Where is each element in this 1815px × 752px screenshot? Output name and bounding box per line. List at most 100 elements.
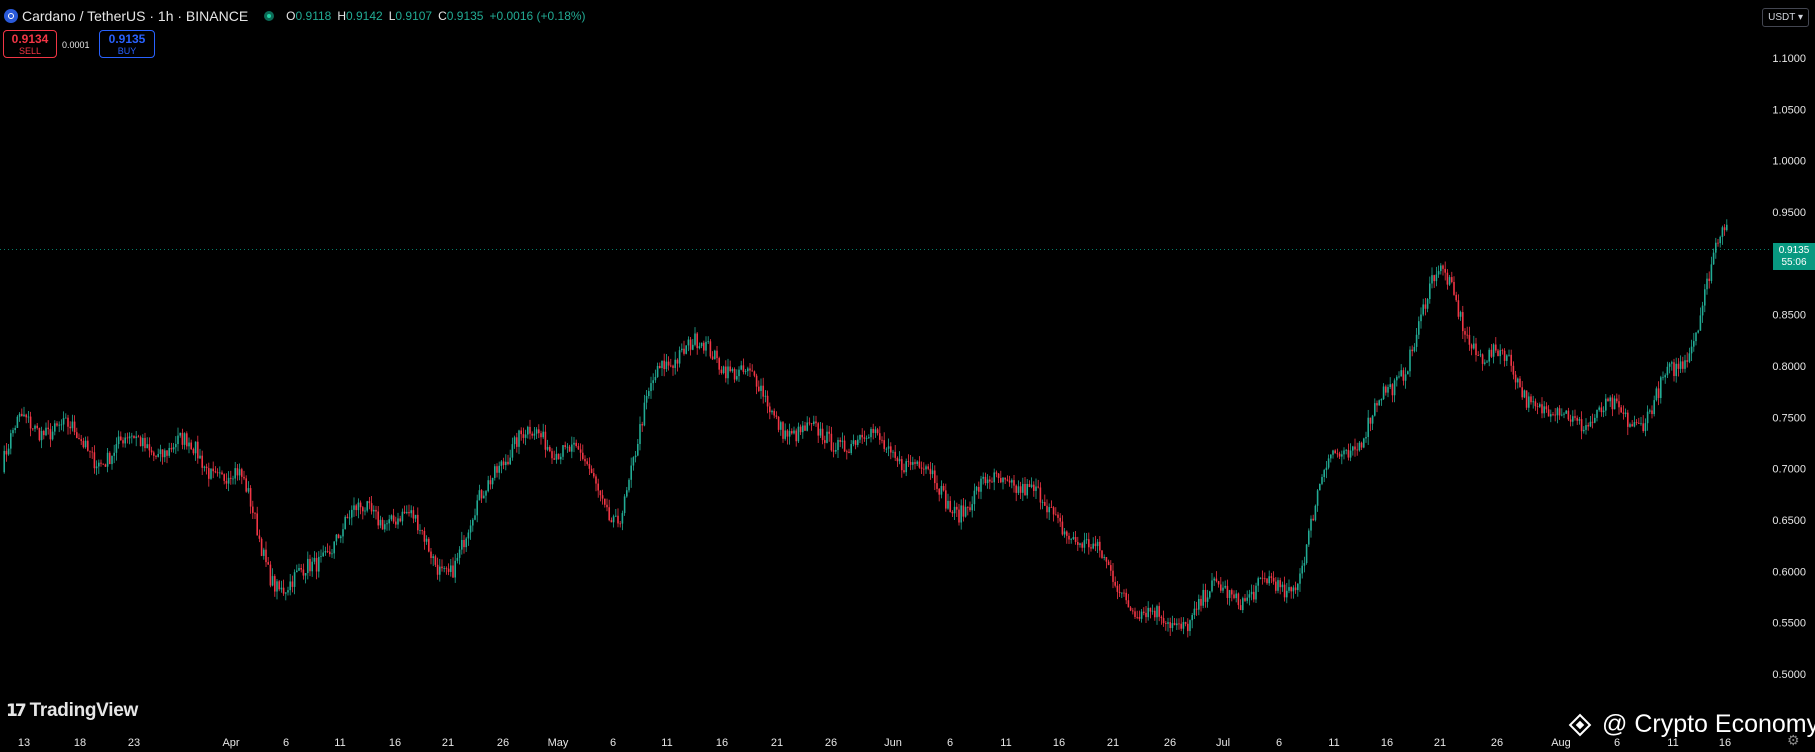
candle-body [1479,354,1482,356]
candle-body [1710,264,1713,281]
candle-body [1310,518,1312,531]
buy-label: BUY [117,46,137,56]
candle-body [179,432,181,436]
candle-body [1407,371,1409,375]
candle-body [1316,490,1319,506]
candle-body [1004,477,1006,480]
candle-body [454,560,456,578]
candle-body [324,551,327,553]
candle-body [100,462,102,464]
candle-body [1547,409,1550,417]
candle-body [269,564,272,586]
x-tick-label: 11 [334,737,345,749]
candle-body [1620,407,1622,413]
candle-body [791,431,793,434]
candle-body [89,450,91,452]
candle-body [1624,412,1627,414]
candle-body [474,515,476,520]
candle-body [1209,591,1211,598]
candle-body [452,565,454,578]
candle-body [1248,594,1251,598]
candle-body [1539,404,1541,407]
candle-body [1369,417,1372,424]
currency-selector[interactable]: USDT ▾ [1762,8,1809,27]
candle-body [612,516,615,523]
candle-body [483,495,485,499]
candle-body [969,507,971,511]
candle-body [150,450,153,453]
candle-body [1261,577,1264,579]
candle-body [1699,315,1702,331]
candle-body [1510,354,1512,366]
candle-body [687,339,690,346]
candle-body [494,466,496,478]
buy-button[interactable]: 0.9135 BUY [99,30,155,58]
y-tick-label: 0.5500 [1772,618,1806,630]
candle-body [879,433,881,440]
candle-body [1187,623,1189,632]
candle-body [1719,236,1721,244]
candle-body [1191,615,1193,621]
candle-body [1572,416,1574,422]
candle-body [168,447,170,456]
candle-body [764,395,767,397]
candle-body [364,510,366,512]
candle-body [852,440,855,444]
candle-body [287,590,289,593]
candle-body [1068,535,1070,540]
y-tick-label: 0.8000 [1772,361,1806,373]
candle-body [1081,543,1083,548]
candle-body [896,457,899,462]
candle-body [34,425,36,429]
candle-body [788,431,791,437]
candle-body [630,465,632,480]
candle-body [729,366,731,372]
candle-body [868,437,870,439]
candle-body [1046,505,1048,513]
tradingview-logo[interactable]: 𝟭𝟳 TradingView [6,700,138,722]
candle-body [252,506,254,513]
candle-body [421,530,423,531]
candle-body [131,435,133,437]
candle-body [1684,360,1686,369]
candle-body [12,430,14,434]
sell-button[interactable]: 0.9134 SELL [3,30,57,58]
settings-icon[interactable]: ⚙ [1787,732,1800,748]
candle-body [285,592,287,594]
symbol-title[interactable]: Cardano / TetherUS · 1h · BINANCE [22,8,249,24]
candle-body [1585,425,1587,430]
candle-body [1605,398,1607,411]
candle-body [1312,518,1314,521]
candle-body [601,495,604,499]
candle-body [27,416,30,418]
candle-body [1363,438,1365,448]
candle-body [683,348,685,354]
candle-body [87,440,89,451]
candle-body [370,503,373,512]
candle-body [375,509,377,512]
candle-body [1503,350,1506,361]
candle-body [1151,610,1154,612]
candle-body [579,449,582,453]
watermark: @ Crypto Economy [1568,710,1815,739]
candle-body [854,440,857,445]
candle-body [1490,349,1493,357]
candle-body [348,517,351,519]
candle-body [412,510,415,519]
candle-body [1358,442,1361,451]
candle-body [1055,514,1057,516]
candle-body [29,416,32,429]
candle-body [1455,294,1457,301]
candle-body [1442,265,1444,269]
candle-body [1198,598,1200,610]
candle-body [648,391,650,396]
last-price-value: 0.9135 [1778,245,1810,256]
candle-body [1640,423,1642,425]
x-tick-label: 16 [1381,737,1393,749]
candle-body [817,423,819,436]
candle-body [186,433,188,447]
candle-body [1165,623,1167,624]
candle-body [619,523,621,525]
candle-body [1523,390,1526,398]
